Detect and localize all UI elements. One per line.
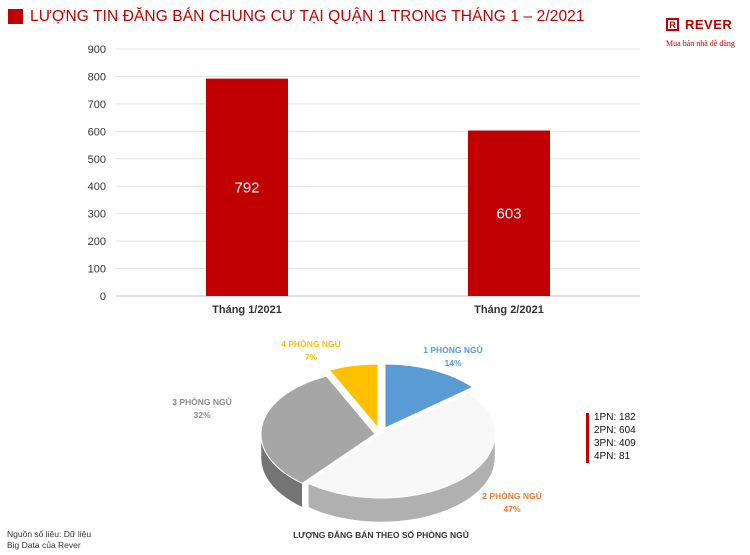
y-tick-label: 400 <box>88 181 106 193</box>
pie-slice-percent: 7% <box>305 352 318 362</box>
y-tick-label: 600 <box>88 126 106 138</box>
pie-slice-percent: 14% <box>444 358 461 368</box>
y-tick-label: 0 <box>100 291 106 303</box>
pie-slice <box>307 392 496 499</box>
logo-box-letter: R <box>666 18 679 31</box>
bar <box>468 130 550 296</box>
logo-name: REVER <box>685 17 733 32</box>
page-title: LƯỢNG TIN ĐĂNG BÁN CHUNG CƯ TẠI QUẬN 1 T… <box>30 8 585 25</box>
bar <box>206 78 288 296</box>
y-tick-label: 100 <box>88 264 106 276</box>
pie-slice-label: 3 PHÒNG NGỦ <box>172 396 232 407</box>
pie-slice-label: 2 PHÒNG NGỦ <box>482 490 542 501</box>
source-note: Nguồn số liệu: Dữ liệu Big Data của Reve… <box>7 529 91 551</box>
pie-slice <box>260 375 376 484</box>
y-tick-label: 800 <box>88 71 106 83</box>
bar-value-label: 603 <box>496 205 521 222</box>
legend-item-3pn: 3PN: 409 <box>594 438 636 449</box>
y-tick-label: 700 <box>88 99 106 111</box>
source-line-2: Big Data của Rever <box>7 540 81 550</box>
bar-value-label: 792 <box>234 179 259 196</box>
pie-chart: 1 PHÒNG NGỦ 14% 2 PHÒNG NGỦ 47% 3 PHÒNG NGỦ 3… <box>172 338 542 540</box>
y-tick-label: 300 <box>88 209 106 221</box>
pie-slice <box>328 363 379 430</box>
pie-count-legend: 1PN: 182 2PN: 604 3PN: 409 4PN: 81 <box>586 411 656 463</box>
pie-slice-label: 4 PHÒNG NGỦ <box>281 338 341 349</box>
legend-accent-bar <box>586 413 589 463</box>
pie-slice <box>384 363 474 429</box>
legend-item-4pn: 4PN: 81 <box>594 451 631 462</box>
pie-title: LƯỢNG ĐĂNG BÁN THEO SỐ PHÒNG NGỦ <box>293 529 469 540</box>
pie-slice-percent: 47% <box>503 504 520 514</box>
title-marker <box>8 9 23 24</box>
legend-item-1pn: 1PN: 182 <box>594 412 636 423</box>
source-line-1: Nguồn số liệu: Dữ liệu <box>7 529 92 539</box>
rever-logo: R REVER Mua bán nhà dễ dàng <box>666 17 746 58</box>
y-tick-label: 900 <box>88 44 106 56</box>
y-tick-label: 200 <box>88 236 106 248</box>
pie-slice-label: 1 PHÒNG NGỦ <box>423 344 483 355</box>
legend-item-2pn: 2PN: 604 <box>594 425 636 436</box>
x-tick-label: Tháng 2/2021 <box>474 304 544 316</box>
bar-chart: 0 100 200 300 400 500 600 700 800 900 792 Tháng 1/2… <box>88 44 640 316</box>
logo-tagline: Mua bán nhà dễ dàng <box>666 39 735 48</box>
x-tick-label: Tháng 1/2021 <box>212 304 282 316</box>
y-tick-label: 500 <box>88 154 106 166</box>
pie-slice-percent: 32% <box>193 410 210 420</box>
